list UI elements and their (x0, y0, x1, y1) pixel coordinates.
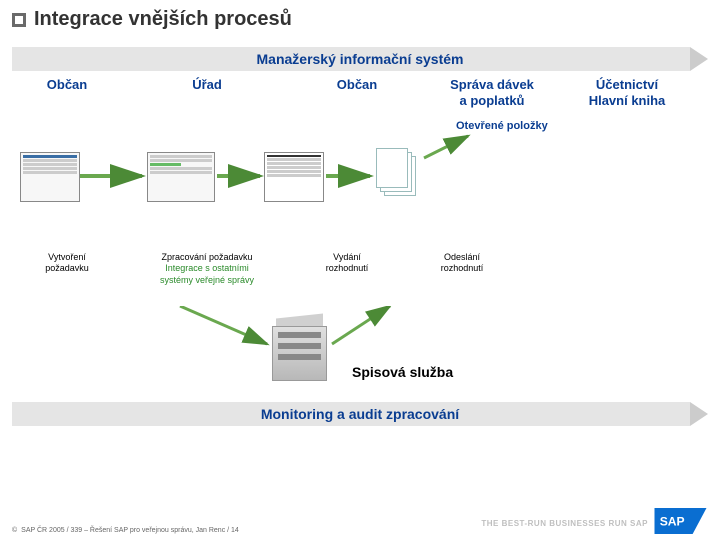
bottom-banner-label: Monitoring a audit zpracování (12, 402, 708, 426)
thumb-decision (264, 152, 324, 202)
open-items-label: Otevřené položky (456, 120, 548, 132)
footer: © SAP ČR 2005 / 339 – Řešení SAP pro veř… (12, 527, 239, 534)
docs-icon (374, 148, 424, 203)
caption-decision: Vydání rozhodnutí (292, 252, 402, 286)
top-banner-label: Manažerský informační systém (12, 47, 708, 71)
process-diagram: Otevřené položky (12, 112, 708, 252)
svg-text:SAP: SAP (660, 514, 685, 528)
server-arrows (12, 306, 708, 396)
header-fees: Správa dávek a poplatků (422, 77, 562, 108)
page-title: Integrace vnějších procesů (34, 8, 292, 31)
header-citizen-1: Občan (12, 77, 122, 108)
footer-text: SAP ČR 2005 / 339 – Řešení SAP pro veřej… (21, 527, 239, 534)
server-icon (272, 316, 327, 381)
top-banner: Manažerský informační systém (12, 47, 708, 71)
caption-send: Odeslání rozhodnutí (402, 252, 522, 286)
header-accounting: Účetnictví Hlavní kniha (562, 77, 692, 108)
records-service-label: Spisová služba (352, 364, 453, 380)
title-marker-icon (12, 13, 26, 27)
caption-process: Zpracování požadavku Integrace s ostatní… (122, 252, 292, 286)
sap-tagline: THE BEST-RUN BUSINESSES RUN SAP (481, 519, 648, 528)
header-office: Úřad (122, 77, 292, 108)
bottom-banner: Monitoring a audit zpracování (12, 402, 708, 426)
header-citizen-2: Občan (292, 77, 422, 108)
thumb-portal (20, 152, 80, 202)
copyright-icon: © (12, 527, 17, 534)
thumb-processing (147, 152, 215, 202)
sap-logo-icon: SAP (653, 508, 708, 534)
caption-create: Vytvoření požadavku (12, 252, 122, 286)
arrows-layer (12, 112, 708, 252)
